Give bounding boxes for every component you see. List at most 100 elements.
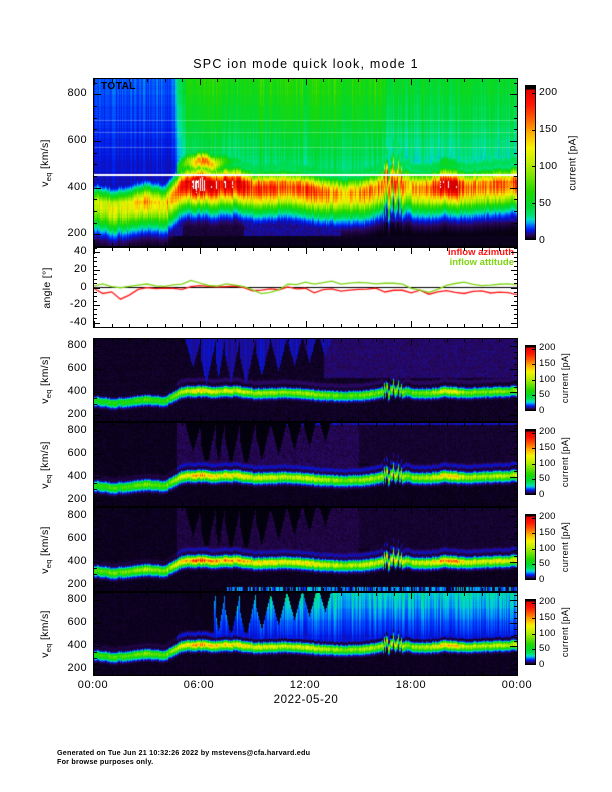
axis-tick [94,118,97,119]
axis-tick [94,223,97,224]
axis-tick [514,318,517,319]
axis-tick [165,593,166,596]
axis-tick [235,588,236,591]
axis-tick [200,593,201,599]
axis-tick [200,240,201,246]
axis-tick [217,503,218,506]
axis-tick [511,252,517,253]
axis-tick [394,508,395,511]
axis-tick [499,593,500,596]
colorbar-tick-label: 150 [539,357,556,369]
axis-tick [94,153,97,154]
colorbar-tick-label: 200 [539,86,558,99]
colorbar-tick-label: 0 [539,574,545,585]
axis-tick [235,248,236,251]
footer-generated-line: Generated on Tue Jun 21 10:32:26 2022 by… [57,748,311,757]
axis-tick [411,593,412,599]
colorbar-tick-label: 0 [539,659,545,670]
axis-tick [94,533,97,534]
axis-tick [94,423,95,429]
axis-tick [514,248,517,249]
axis-tick [94,595,97,596]
axis-tick [514,606,517,607]
axis-tick [182,418,183,421]
axis-tick [514,591,517,592]
axis-tick [235,79,236,82]
axis-tick [129,672,130,675]
y-tick-label-angle: 40 [73,245,87,258]
axis-tick [270,503,271,506]
axis-tick [514,404,517,405]
y-tick-label-veq: 800 [67,508,87,521]
axis-tick [510,600,517,601]
axis-tick [482,243,483,246]
axis-tick [358,324,359,327]
colorbar-tick [532,494,535,495]
x-tick-label: 00:00 [77,679,109,691]
axis-tick [182,248,183,251]
axis-tick [411,669,412,675]
axis-tick [94,556,97,557]
axis-tick [94,646,101,647]
axis-tick [517,585,518,591]
axis-tick [323,339,324,342]
colorbar-tick [532,664,535,665]
axis-tick [94,606,97,607]
axis-tick [288,418,289,421]
axis-tick [323,243,324,246]
axis-tick [94,346,101,347]
axis-tick [94,199,97,200]
axis-tick [411,585,412,591]
axis-tick [182,508,183,511]
axis-tick [306,321,307,327]
axis-tick [129,593,130,596]
axis-tick [323,79,324,82]
colorbar-tick [532,410,535,411]
axis-tick [94,301,97,302]
axis-tick [510,346,517,347]
axis-tick [147,324,148,327]
axis-tick [447,508,448,511]
axis-tick [94,623,101,624]
axis-tick [323,508,324,511]
axis-tick [94,314,97,315]
axis-tick [514,266,517,267]
axis-tick [376,79,377,82]
y-axis-label-part: [km/s] [38,138,51,172]
axis-tick [112,588,113,591]
panel-channel-1-spectrogram [93,338,518,422]
axis-tick [341,508,342,511]
axis-tick [510,516,517,517]
channel-3-spectrogram-canvas [94,508,517,591]
axis-tick [510,454,517,455]
axis-tick [323,248,324,251]
axis-tick [514,629,517,630]
axis-tick [514,658,517,659]
axis-tick [394,324,395,327]
axis-tick [411,415,412,421]
axis-tick [94,539,101,540]
axis-tick [94,248,95,254]
colorbar-label: current [pA] [560,352,570,404]
axis-tick [200,248,201,254]
axis-tick [514,527,517,528]
axis-tick [253,339,254,342]
axis-tick [376,339,377,342]
axis-tick [464,79,465,82]
axis-tick [514,387,517,388]
axis-tick [514,595,517,596]
axis-tick [94,94,101,95]
axis-tick [411,321,412,327]
axis-tick [341,593,342,596]
axis-tick [514,327,517,328]
axis-tick [514,83,517,84]
colorbar-tick [532,433,535,434]
y-axis-label-veq: veq [km/s] [39,610,53,658]
axis-tick [94,246,97,247]
axis-tick [341,339,342,342]
axis-tick [376,243,377,246]
axis-tick [341,588,342,591]
axis-tick [341,243,342,246]
axis-tick [94,375,97,376]
y-axis-label-part: [km/s] [38,440,51,474]
